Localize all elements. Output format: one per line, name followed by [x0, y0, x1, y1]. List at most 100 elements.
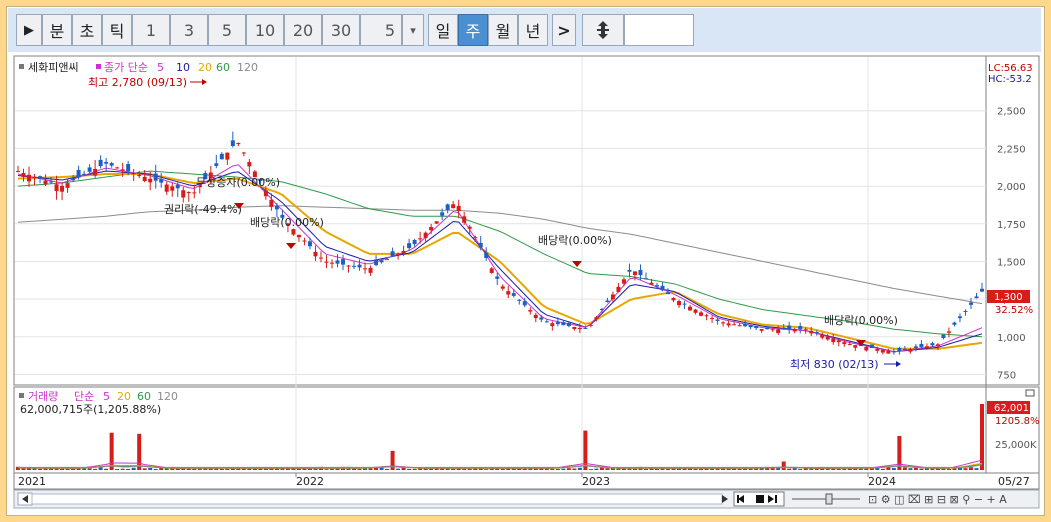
volume-bar [908, 468, 913, 470]
interval-20-button[interactable]: 20 [284, 14, 322, 46]
interval-3-button[interactable]: 3 [170, 14, 208, 46]
candle [704, 315, 709, 317]
volume-bar [946, 468, 951, 470]
volume-bar [214, 468, 219, 470]
volume-bar [880, 468, 885, 470]
next-button[interactable]: > [552, 14, 576, 46]
interval-5-button[interactable]: 5 [208, 14, 246, 46]
period-tick-button[interactable]: 틱 [102, 14, 132, 46]
volume-bar [208, 468, 213, 470]
candle [974, 296, 979, 299]
volume-bar [561, 468, 566, 470]
candle [324, 261, 329, 263]
candle [638, 269, 643, 276]
volume-bar [847, 468, 852, 470]
candle [831, 338, 836, 343]
forward-icon[interactable] [768, 495, 774, 503]
stop-icon[interactable] [756, 495, 764, 503]
range-month-button[interactable]: 월 [488, 14, 518, 46]
candle [941, 334, 946, 338]
price-panel [13, 55, 1040, 386]
candle [49, 181, 54, 183]
candle [440, 212, 445, 216]
interval-30-button[interactable]: 30 [322, 14, 360, 46]
vertical-expand-button[interactable] [582, 14, 624, 46]
tool-icons[interactable]: ⊡ ⚙ ◫ ⌧ ⊞ ⊟ ⊠ ⚲ − + A [868, 493, 1007, 506]
candle [104, 161, 109, 164]
candle [754, 326, 759, 329]
candle [318, 257, 323, 259]
play-button[interactable]: ▶ [16, 14, 42, 46]
candle [891, 351, 896, 353]
ma-120-label: 120 [237, 61, 258, 74]
candle [930, 343, 935, 346]
code-input[interactable] [624, 14, 694, 46]
candle [170, 186, 175, 191]
volume-bar [869, 467, 874, 470]
period-minute-button[interactable]: 분 [42, 14, 72, 46]
candle [16, 171, 20, 173]
candle [963, 310, 968, 312]
candle [517, 299, 522, 301]
candle [572, 326, 577, 330]
candle [489, 268, 494, 273]
dropdown-arrow-icon[interactable]: ▾ [402, 14, 424, 46]
volume-bar [401, 467, 406, 470]
candle [544, 321, 549, 323]
candle [412, 240, 417, 245]
volume-bar [462, 468, 467, 470]
volume-bar [660, 468, 665, 470]
current-price: 1,300 [994, 292, 1023, 303]
volume-bar [329, 468, 334, 470]
candle [566, 322, 571, 327]
candle [759, 329, 764, 331]
volume-bar [43, 468, 48, 470]
volume-bar [704, 467, 709, 470]
candle [462, 216, 467, 223]
interval-select[interactable]: 5 [360, 14, 402, 46]
event-dividend-3: 배당락(0.00%) [824, 314, 898, 327]
rewind-icon[interactable] [738, 495, 744, 503]
candle [660, 285, 665, 291]
panel-maximize-icon[interactable] [1025, 389, 1035, 397]
volume-bar [38, 468, 43, 470]
candle [726, 323, 731, 326]
candle [792, 329, 797, 332]
candle [495, 276, 500, 279]
scrollbar-track[interactable] [31, 493, 723, 505]
candle [902, 348, 907, 351]
volume-bar [544, 468, 549, 470]
volume-bar [109, 432, 114, 470]
candle [164, 184, 169, 192]
ma-5-label: 5 [157, 61, 164, 74]
candle [313, 251, 318, 257]
candle [456, 205, 461, 212]
volume-bar [632, 468, 637, 470]
volume-bar [919, 468, 924, 470]
candle [743, 323, 748, 327]
candle [836, 340, 841, 343]
volume-bar [842, 468, 847, 470]
y-tick-label: 1,750 [997, 220, 1026, 231]
ma-20-label: 20 [198, 61, 212, 74]
scroll-right-icon[interactable] [722, 495, 728, 503]
volume-ratio: 1205.8% [995, 416, 1040, 427]
interval-1-button[interactable]: 1 [132, 14, 170, 46]
candle [285, 223, 290, 226]
volume-bar [666, 468, 671, 470]
volume-bar [115, 468, 120, 470]
gridlines [15, 57, 986, 472]
candle [506, 291, 511, 295]
candle [219, 153, 224, 160]
range-week-button[interactable]: 주 [458, 14, 488, 46]
range-year-button[interactable]: 년 [518, 14, 548, 46]
volume-bar [654, 468, 659, 470]
interval-10-button[interactable]: 10 [246, 14, 284, 46]
range-day-button[interactable]: 일 [428, 14, 458, 46]
period-second-button[interactable]: 초 [72, 14, 102, 46]
candle [473, 237, 478, 239]
candle [627, 269, 632, 272]
candle [654, 285, 659, 287]
zoom-slider-thumb[interactable] [825, 493, 833, 505]
